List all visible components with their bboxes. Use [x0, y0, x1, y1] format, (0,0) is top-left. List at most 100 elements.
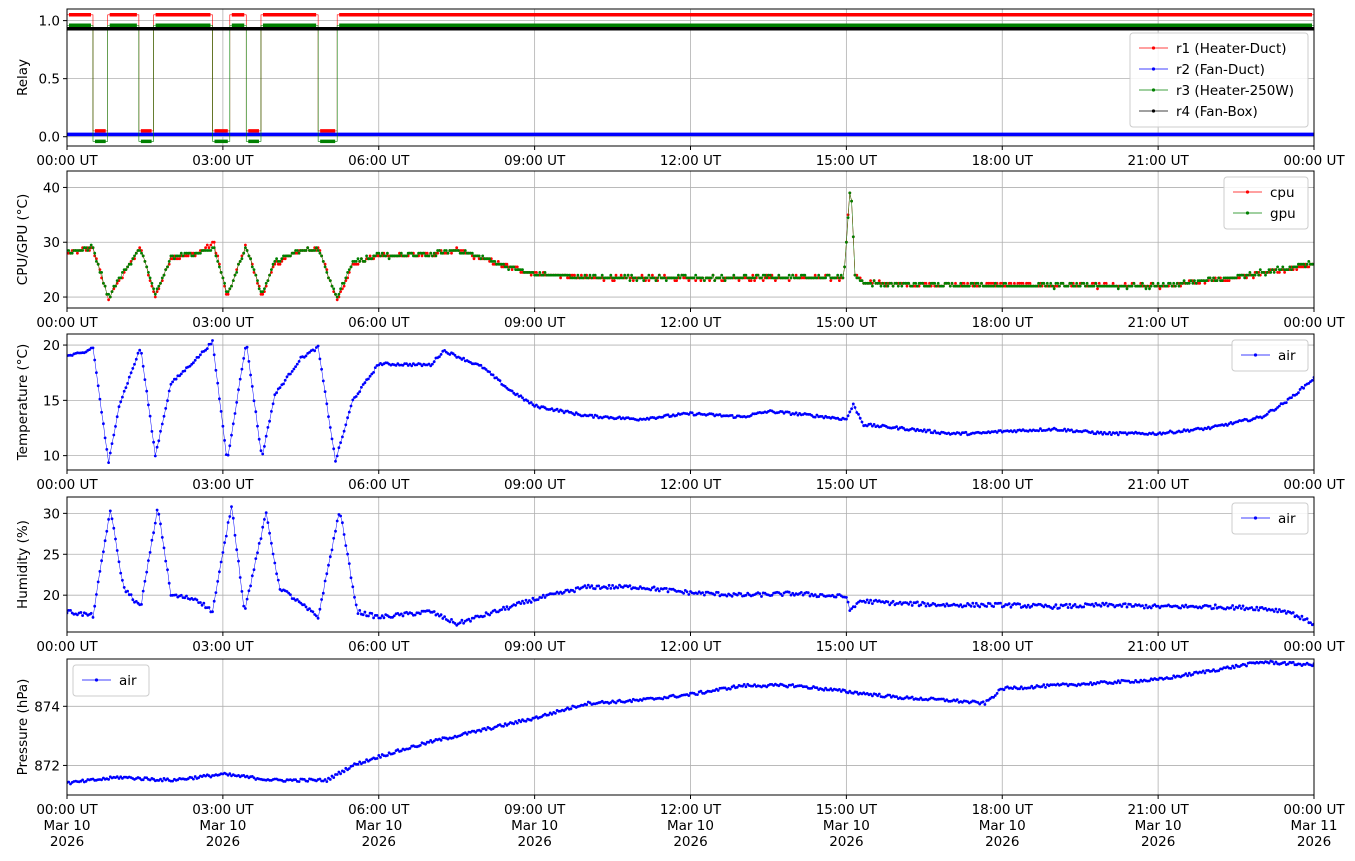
- x-tick-label-line: 21:00 UT: [1127, 639, 1189, 655]
- x-tick-label-line: 15:00 UT: [816, 153, 878, 169]
- data-point: [489, 611, 493, 615]
- data-point: [718, 276, 722, 280]
- data-point: [117, 560, 121, 564]
- data-point: [838, 688, 841, 691]
- data-point: [114, 284, 117, 288]
- data-point: [1274, 268, 1278, 271]
- x-tick-label-line: 21:00 UT: [1127, 153, 1189, 169]
- data-point: [143, 579, 147, 583]
- legend: cpu gpu: [1223, 176, 1309, 230]
- data-point: [341, 521, 344, 525]
- data-point: [295, 362, 299, 366]
- data-point: [211, 610, 214, 614]
- data-point: [140, 351, 143, 355]
- data-point: [237, 262, 240, 266]
- y-tick-label: 0.5: [39, 72, 60, 88]
- data-point: [327, 415, 330, 418]
- x-tick-label: 18:00 UT: [972, 639, 1034, 655]
- data-point: [503, 385, 507, 388]
- x-tick-label: 15:00 UT: [816, 153, 878, 169]
- data-point: [657, 273, 661, 277]
- data-point: [446, 251, 450, 255]
- data-point: [84, 246, 88, 250]
- data-point: [308, 607, 311, 610]
- data-point: [687, 413, 691, 416]
- data-point: [741, 684, 744, 688]
- data-point: [1272, 610, 1276, 613]
- data-point: [592, 416, 595, 419]
- data-point: [1156, 604, 1160, 608]
- data-point: [1044, 284, 1047, 288]
- data-point: [330, 548, 334, 552]
- data-point: [1198, 281, 1202, 285]
- data-point: [928, 428, 931, 432]
- data-point: [470, 251, 474, 255]
- y-tick-label: 874: [34, 699, 60, 715]
- data-point: [843, 265, 846, 269]
- data-point: [1305, 262, 1309, 266]
- data-point: [1063, 427, 1066, 431]
- data-point: [351, 398, 355, 402]
- data-point: [226, 290, 230, 293]
- data-point: [985, 605, 989, 608]
- data-point: [1066, 606, 1070, 609]
- x-tick-label-line: Mar 10: [1135, 818, 1182, 834]
- data-point: [1236, 606, 1240, 610]
- data-point: [134, 600, 138, 603]
- data-point: [415, 254, 419, 258]
- data-point: [888, 603, 892, 607]
- data-point: [701, 276, 704, 280]
- data-point: [1278, 271, 1281, 274]
- data-point: [716, 591, 720, 594]
- data-point: [794, 273, 798, 277]
- data-point: [103, 436, 107, 440]
- data-point: [850, 199, 853, 203]
- data-point: [607, 276, 611, 280]
- data-point: [1051, 284, 1054, 288]
- data-point: [841, 276, 845, 280]
- data-point: [775, 276, 779, 280]
- data-point: [91, 246, 95, 250]
- data-point: [1283, 660, 1286, 664]
- data-point: [529, 401, 533, 404]
- x-tick-label-line: 00:00 UT: [36, 802, 98, 818]
- data-point: [867, 601, 871, 605]
- data-point: [377, 754, 381, 757]
- data-point: [758, 592, 762, 595]
- data-point: [250, 574, 254, 578]
- data-point: [969, 604, 973, 608]
- data-point: [451, 352, 455, 356]
- data-point: [535, 271, 538, 274]
- data-point: [590, 276, 594, 280]
- data-point: [1281, 265, 1285, 269]
- data-point: [954, 281, 957, 285]
- data-point: [555, 407, 559, 411]
- series-markers: [67, 339, 1314, 464]
- data-point: [93, 251, 97, 255]
- data-point: [337, 770, 341, 774]
- data-point: [1298, 617, 1302, 621]
- data-point: [171, 779, 175, 783]
- data-point: [550, 712, 554, 716]
- data-point: [535, 403, 538, 407]
- x-tick-label-line: Mar 10: [511, 818, 558, 834]
- data-point: [649, 588, 653, 592]
- data-point: [153, 295, 157, 299]
- x-tick-label: 15:00 UT: [816, 639, 878, 655]
- legend-entry: air: [119, 673, 137, 689]
- data-point: [353, 595, 356, 599]
- data-point: [1103, 603, 1106, 607]
- data-point: [152, 531, 156, 535]
- data-point: [332, 447, 336, 451]
- data-point: [881, 281, 885, 285]
- data-point: [1141, 604, 1144, 607]
- data-point: [89, 611, 93, 615]
- y-tick-label: 30: [43, 235, 60, 251]
- data-point: [304, 605, 308, 609]
- data-point: [460, 618, 464, 622]
- data-point: [541, 273, 545, 277]
- data-point: [311, 610, 315, 614]
- data-point: [344, 423, 348, 427]
- data-point: [886, 600, 890, 604]
- data-point: [554, 711, 557, 715]
